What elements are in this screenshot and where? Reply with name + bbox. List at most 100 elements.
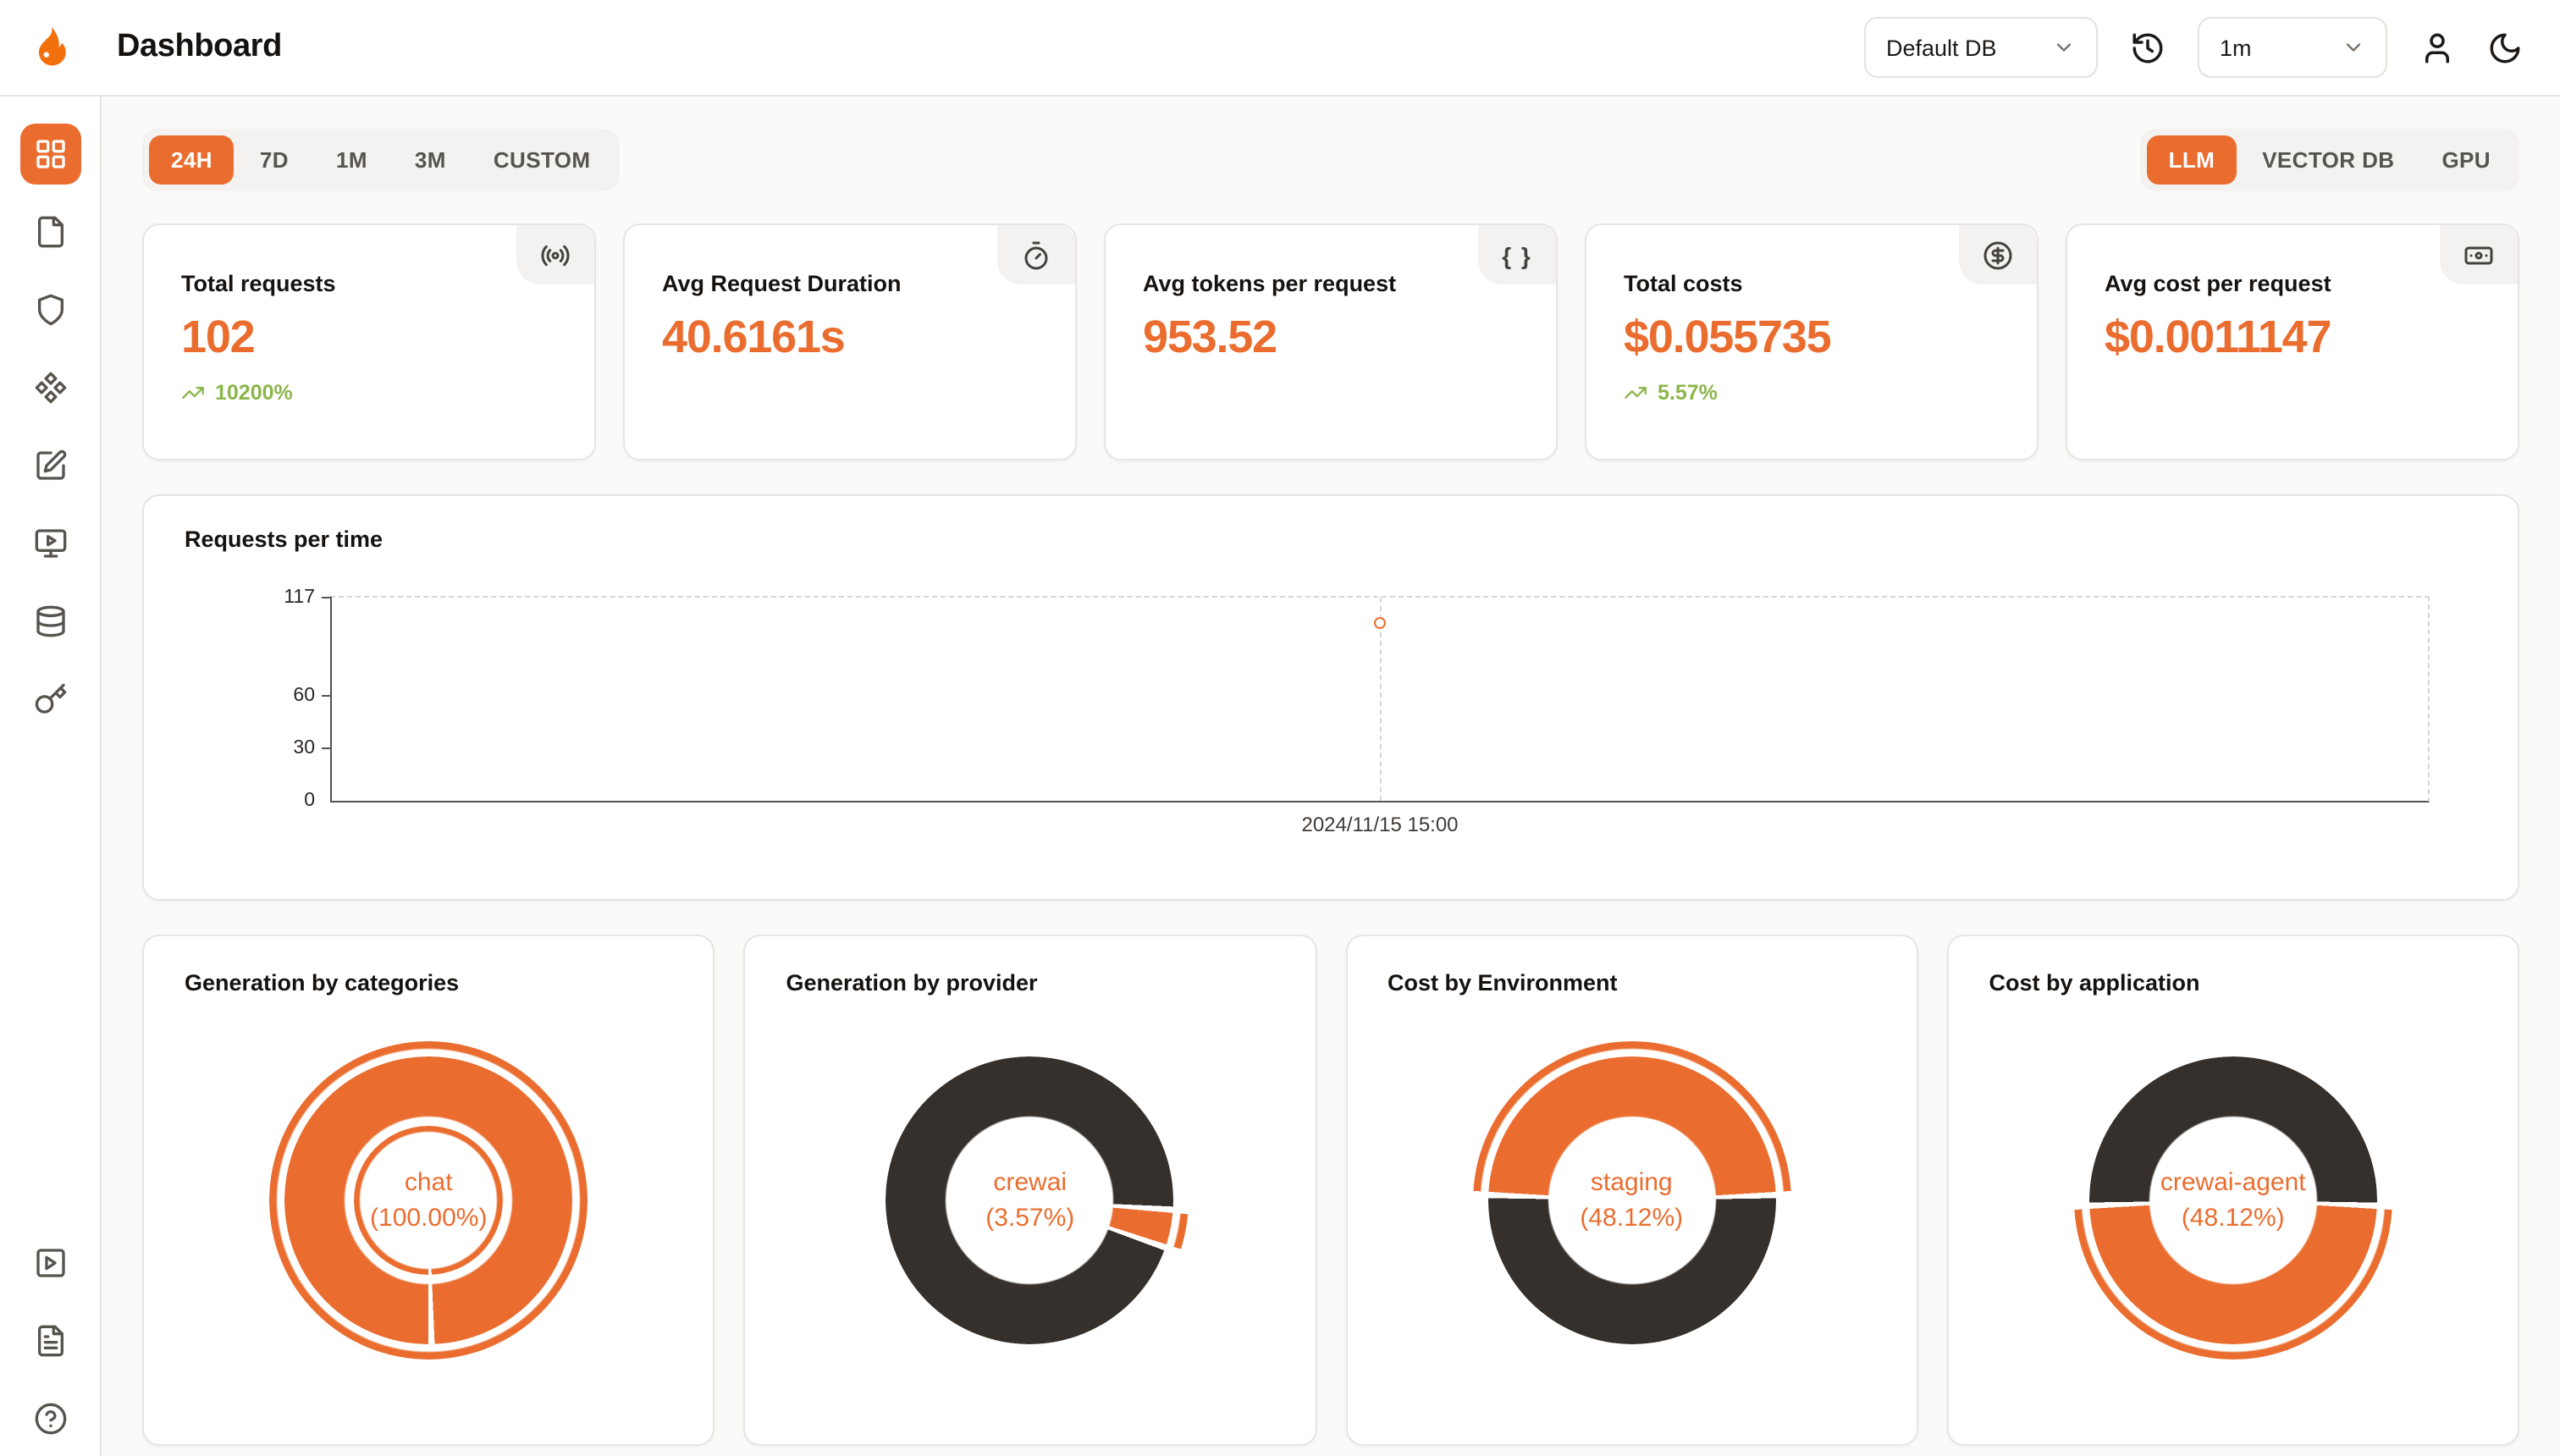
- play-square-icon: [33, 1246, 67, 1280]
- stat-value: $0.0011147: [2105, 312, 2332, 362]
- time-tab-1m[interactable]: 1M: [314, 135, 389, 185]
- donut-center-label: crewai (3.57%): [871, 1041, 1189, 1359]
- requests-per-time-card: Requests per time 117 60 30 0 2024/11/15…: [142, 494, 2519, 901]
- donut-slice-pct: (48.12%): [1580, 1204, 1684, 1233]
- stat-cards-row: Total requests 102 10200% Avg Request Du…: [142, 223, 2519, 461]
- sidebar-item-demo-video[interactable]: [19, 1233, 80, 1293]
- database-select[interactable]: Default DB: [1864, 17, 2098, 78]
- hover-guide-line: [1380, 598, 1382, 801]
- stat-value: 102: [181, 312, 256, 362]
- donut-chart: chat (100.00%): [269, 1041, 588, 1359]
- y-axis-tick: 30: [293, 738, 315, 759]
- y-axis-tick-mark: [322, 597, 332, 598]
- sidebar-item-monitor[interactable]: [19, 513, 80, 574]
- file-icon: [33, 215, 67, 249]
- trending-up-icon: [1624, 381, 1647, 405]
- sidebar-item-help[interactable]: [19, 1388, 80, 1449]
- database-select-value: Default DB: [1886, 35, 1997, 60]
- page-title: Dashboard: [117, 29, 282, 64]
- chevron-down-icon: [2052, 36, 2076, 59]
- time-tab-24h[interactable]: 24H: [149, 135, 234, 185]
- sidebar-item-playground[interactable]: [19, 357, 80, 418]
- stat-delta: 10200%: [181, 381, 557, 405]
- donut-chart: crewai-agent (48.12%): [2073, 1041, 2392, 1359]
- sidebar: [0, 97, 102, 1456]
- donut-ring: [1487, 1056, 1776, 1344]
- donut-card-title: Cost by application: [1989, 970, 2200, 995]
- timer-icon: [997, 225, 1075, 284]
- donut-slice-pct: (100.00%): [370, 1204, 488, 1233]
- shield-icon: [33, 293, 67, 327]
- donut-slice-name: chat: [404, 1168, 453, 1197]
- donut-slice-name: crewai-agent: [2160, 1168, 2306, 1197]
- time-tab-7d[interactable]: 7D: [238, 135, 311, 185]
- file-text-icon: [33, 1324, 67, 1358]
- history-icon: [2130, 30, 2166, 65]
- theme-toggle-button[interactable]: [2487, 30, 2523, 65]
- scope-tab-llm[interactable]: LLM: [2146, 135, 2237, 185]
- app-logo-icon: [25, 22, 76, 73]
- stat-card-avg-tokens-per-request: { } Avg tokens per request 953.52: [1104, 223, 1558, 461]
- donut-card-cost-by-environment: Cost by Environment staging (48.12%): [1345, 935, 1918, 1446]
- time-tab-3m[interactable]: 3M: [393, 135, 468, 185]
- user-profile-button[interactable]: [2419, 30, 2455, 65]
- donut-card-cost-by-application: Cost by application crewai-agent (48.12%…: [1946, 935, 2519, 1446]
- monitor-play-icon: [33, 527, 67, 560]
- sidebar-item-traces[interactable]: [19, 201, 80, 262]
- y-axis-tick-mark: [322, 695, 332, 698]
- y-axis-tick: 0: [304, 791, 315, 811]
- donut-center-label: staging (48.12%): [1472, 1041, 1790, 1359]
- stat-value: $0.055735: [1624, 312, 1832, 362]
- stat-delta-value: 10200%: [215, 381, 293, 405]
- stat-value: 953.52: [1143, 312, 1277, 362]
- data-point-marker: [1374, 617, 1386, 630]
- donut-ring: [886, 1056, 1174, 1344]
- donut-slice-name: crewai: [993, 1168, 1068, 1197]
- donut-chart: staging (48.12%): [1472, 1041, 1791, 1359]
- stat-label: Avg cost per request: [2105, 271, 2331, 296]
- donut-inner-arc: [354, 1126, 504, 1275]
- scope-tab-gpu[interactable]: GPU: [2419, 135, 2513, 185]
- sidebar-item-docs[interactable]: [19, 1310, 80, 1371]
- topbar: Dashboard Default DB 1m: [0, 0, 2560, 97]
- banknote-icon: [2440, 225, 2518, 284]
- stat-delta-value: 5.57%: [1658, 381, 1718, 405]
- x-axis-tick: 2024/11/15 15:00: [1301, 813, 1459, 836]
- sidebar-item-datasets[interactable]: [19, 591, 80, 652]
- stat-value: 40.6161s: [662, 312, 846, 362]
- database-icon: [33, 604, 67, 638]
- refresh-history-button[interactable]: [2130, 30, 2166, 65]
- donut-card-generation-by-categories: Generation by categories chat (100.00%): [142, 935, 715, 1446]
- requests-chart-plot: 117 60 30 0 2024/11/15 15:00: [284, 587, 2430, 836]
- sidebar-item-api-keys[interactable]: [19, 669, 80, 730]
- scope-tab-vector-db[interactable]: VECTOR DB: [2240, 135, 2416, 185]
- circle-dollar-icon: [1959, 225, 2037, 284]
- sidebar-item-dashboard[interactable]: [19, 124, 80, 185]
- sidebar-item-evaluations[interactable]: [19, 279, 80, 340]
- chart-title: Requests per time: [185, 527, 383, 552]
- radio-icon: [516, 225, 594, 284]
- y-axis-tick-mark: [322, 747, 332, 750]
- stat-label: Total requests: [181, 271, 336, 296]
- y-axis-tick: 60: [293, 686, 315, 707]
- donut-cards-row: Generation by categories chat (100.00%) …: [142, 935, 2519, 1446]
- donut-slice-pct: (3.57%): [985, 1204, 1075, 1233]
- chevron-down-icon: [2342, 36, 2365, 59]
- braces-icon: { }: [1478, 225, 1556, 284]
- y-axis-tick: 117: [284, 587, 315, 608]
- time-tab-custom[interactable]: CUSTOM: [472, 135, 613, 185]
- stat-delta: 5.57%: [1624, 381, 2000, 405]
- donut-slice-pct: (48.12%): [2181, 1204, 2285, 1233]
- trending-up-icon: [181, 381, 205, 405]
- stat-label: Avg tokens per request: [1143, 271, 1397, 296]
- sidebar-item-annotations[interactable]: [19, 435, 80, 496]
- stat-card-avg-request-duration: Avg Request Duration 40.6161s: [623, 223, 1077, 461]
- donut-card-title: Cost by Environment: [1388, 970, 1618, 995]
- stat-card-avg-cost-per-request: Avg cost per request $0.0011147: [2066, 223, 2519, 461]
- time-range-tabs: 24H 7D 1M 3M CUSTOM: [142, 129, 620, 191]
- scope-tabs: LLM VECTOR DB GPU: [2139, 129, 2519, 191]
- interval-select[interactable]: 1m: [2198, 17, 2387, 78]
- donut-slice-name: staging: [1590, 1168, 1673, 1197]
- component-icon: [33, 371, 67, 405]
